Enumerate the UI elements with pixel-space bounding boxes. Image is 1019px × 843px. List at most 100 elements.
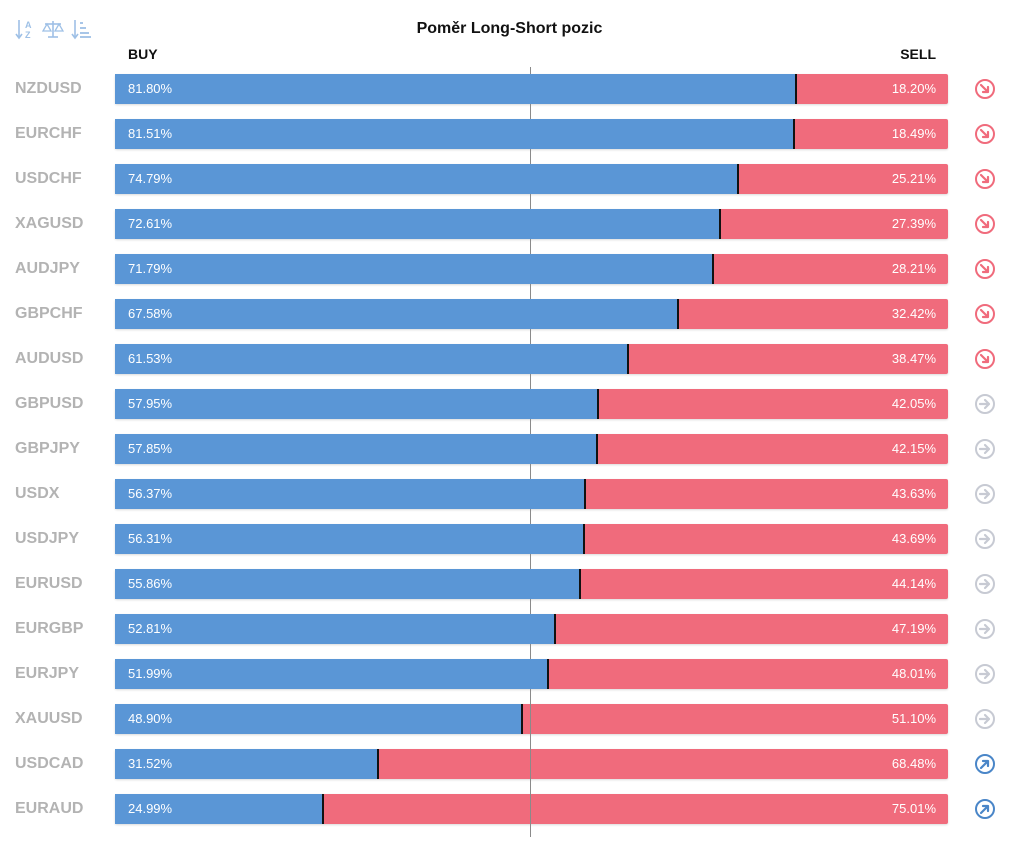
trend-neutral-icon[interactable]: [974, 483, 996, 505]
pair-symbol[interactable]: GBPUSD: [15, 395, 84, 412]
ratio-bar[interactable]: 81.51% 18.49%: [115, 119, 948, 149]
pair-symbol[interactable]: EURCHF: [15, 125, 82, 142]
ratio-bar[interactable]: 24.99% 75.01%: [115, 794, 948, 824]
buy-percentage: 72.61%: [128, 216, 173, 231]
balance-button[interactable]: [42, 16, 64, 42]
sell-bar-segment: [378, 749, 948, 779]
ratio-bar[interactable]: 51.99% 48.01%: [115, 659, 948, 689]
pair-symbol[interactable]: USDX: [15, 485, 60, 502]
sell-percentage: 47.19%: [891, 621, 936, 636]
sell-percentage: 43.63%: [891, 486, 936, 501]
pair-symbol[interactable]: AUDUSD: [15, 350, 84, 367]
buy-bar-segment: [115, 344, 628, 374]
ratio-bar[interactable]: 71.79% 28.21%: [115, 254, 948, 284]
pair-row: EURJPY 51.99% 48.01%: [0, 659, 1019, 689]
buy-bar-segment: [115, 164, 738, 194]
trend-down-icon[interactable]: [974, 258, 996, 280]
trend-down-icon[interactable]: [974, 303, 996, 325]
sort-alpha-icon: A Z: [15, 20, 32, 40]
trend-neutral-icon[interactable]: [974, 573, 996, 595]
pair-symbol[interactable]: XAUUSD: [15, 710, 83, 727]
pair-symbol[interactable]: XAGUSD: [15, 215, 84, 232]
buy-percentage: 56.37%: [128, 486, 173, 501]
sell-bar-segment: [548, 659, 948, 689]
ratio-bar[interactable]: 31.52% 68.48%: [115, 749, 948, 779]
ratio-bar[interactable]: 67.58% 32.42%: [115, 299, 948, 329]
pair-symbol[interactable]: AUDJPY: [15, 260, 80, 277]
ratio-divider: [521, 704, 524, 734]
buy-percentage: 57.85%: [128, 441, 173, 456]
buy-bar-segment: [115, 569, 581, 599]
buy-bar-segment: [115, 479, 585, 509]
pair-symbol[interactable]: USDJPY: [15, 530, 80, 547]
ratio-bar[interactable]: 56.31% 43.69%: [115, 524, 948, 554]
ratio-bar[interactable]: 61.53% 38.47%: [115, 344, 948, 374]
buy-percentage: 31.52%: [128, 756, 173, 771]
ratio-bar[interactable]: 57.95% 42.05%: [115, 389, 948, 419]
sell-percentage: 75.01%: [891, 801, 936, 816]
ratio-divider: [322, 794, 325, 824]
trend-down-icon[interactable]: [974, 78, 996, 100]
ratio-bar[interactable]: 48.90% 51.10%: [115, 704, 948, 734]
toolbar: A Z: [14, 16, 92, 42]
trend-neutral-icon[interactable]: [974, 393, 996, 415]
trend-neutral-icon[interactable]: [974, 663, 996, 685]
trend-down-icon[interactable]: [974, 123, 996, 145]
ratio-divider: [712, 254, 714, 284]
trend-up-icon[interactable]: [974, 753, 996, 775]
ratio-divider: [583, 479, 586, 509]
pair-row: AUDJPY 71.79% 28.21%: [0, 254, 1019, 284]
ratio-bar[interactable]: 57.85% 42.15%: [115, 434, 948, 464]
sell-percentage: 42.15%: [891, 441, 936, 456]
ratio-bar[interactable]: 56.37% 43.63%: [115, 479, 948, 509]
sell-bar-segment: [555, 614, 948, 644]
trend-down-icon[interactable]: [974, 213, 996, 235]
trend-neutral-icon[interactable]: [974, 528, 996, 550]
buy-percentage: 52.81%: [128, 621, 173, 636]
buy-percentage: 51.99%: [128, 666, 173, 681]
buy-bar-segment: [115, 299, 678, 329]
pair-symbol[interactable]: EURUSD: [15, 575, 83, 592]
trend-down-icon[interactable]: [974, 348, 996, 370]
sort-alpha-button[interactable]: A Z: [14, 16, 36, 42]
pair-row: XAUUSD 48.90% 51.10%: [0, 704, 1019, 734]
pair-row: XAGUSD 72.61% 27.39%: [0, 209, 1019, 239]
buy-bar-segment: [115, 74, 797, 104]
pair-row: GBPJPY 57.85% 42.15%: [0, 434, 1019, 464]
sort-descending-button[interactable]: [70, 16, 92, 42]
ratio-bar[interactable]: 52.81% 47.19%: [115, 614, 948, 644]
buy-bar-segment: [115, 524, 585, 554]
pair-symbol[interactable]: NZDUSD: [15, 80, 82, 97]
ratio-bar[interactable]: 55.86% 44.14%: [115, 569, 948, 599]
ratio-divider: [547, 659, 550, 689]
trend-neutral-icon[interactable]: [974, 708, 996, 730]
pair-symbol[interactable]: USDCHF: [15, 170, 82, 187]
pair-symbol[interactable]: GBPCHF: [15, 305, 83, 322]
pair-symbol[interactable]: USDCAD: [15, 755, 84, 772]
pair-symbol[interactable]: EURGBP: [15, 620, 84, 637]
ratio-bar[interactable]: 72.61% 27.39%: [115, 209, 948, 239]
sell-percentage: 32.42%: [891, 306, 936, 321]
ratio-bar[interactable]: 81.80% 18.20%: [115, 74, 948, 104]
trend-neutral-icon[interactable]: [974, 618, 996, 640]
pair-row: EURCHF 81.51% 18.49%: [0, 119, 1019, 149]
trend-neutral-icon[interactable]: [974, 438, 996, 460]
ratio-bar[interactable]: 74.79% 25.21%: [115, 164, 948, 194]
trend-up-icon[interactable]: [974, 798, 996, 820]
sell-percentage: 48.01%: [891, 666, 936, 681]
ratio-divider: [792, 119, 795, 149]
pair-row: USDCHF 74.79% 25.21%: [0, 164, 1019, 194]
pair-row: NZDUSD 81.80% 18.20%: [0, 74, 1019, 104]
buy-percentage: 56.31%: [128, 531, 173, 546]
buy-bar-segment: [115, 434, 597, 464]
pair-row: EURUSD 55.86% 44.14%: [0, 569, 1019, 599]
sell-percentage: 38.47%: [891, 351, 936, 366]
pair-row: USDCAD 31.52% 68.48%: [0, 749, 1019, 779]
pair-symbol[interactable]: EURAUD: [15, 800, 84, 817]
svg-text:A: A: [25, 20, 32, 30]
buy-bar-segment: [115, 704, 523, 734]
pair-symbol[interactable]: GBPJPY: [15, 440, 80, 457]
trend-down-icon[interactable]: [974, 168, 996, 190]
sell-percentage: 43.69%: [891, 531, 936, 546]
pair-symbol[interactable]: EURJPY: [15, 665, 80, 682]
